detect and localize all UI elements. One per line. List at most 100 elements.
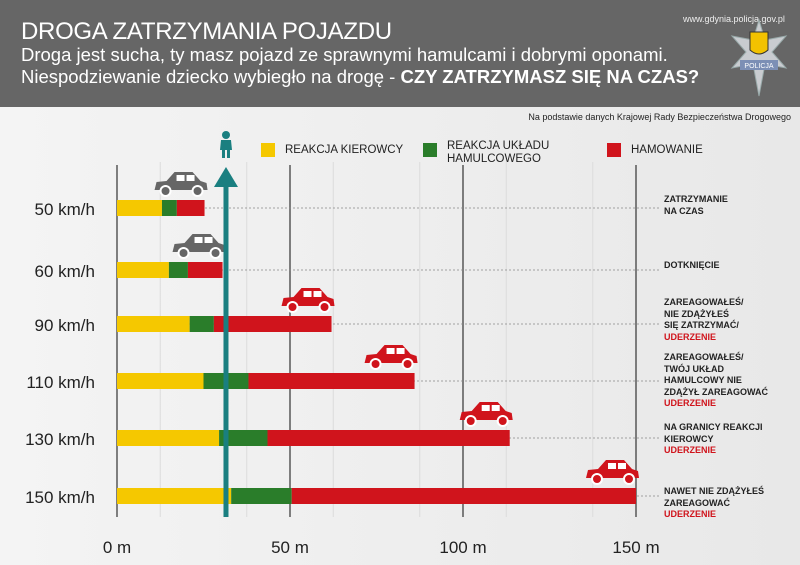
speed-label: 50 km/h bbox=[35, 200, 95, 219]
legend-brake-system: REAKCJA UKŁADU HAMULCOWEGO bbox=[423, 140, 557, 166]
outcome-line: ZAREAGOWAŁEŚ/ bbox=[664, 297, 744, 307]
outcome-line: NA CZAS bbox=[664, 205, 704, 216]
subtitle-line-1: Droga jest sucha, ty masz pojazd ze spra… bbox=[21, 44, 668, 65]
car-icon bbox=[172, 234, 226, 259]
source-note: Na podstawie danych Krajowej Rady Bezpie… bbox=[528, 112, 791, 122]
subtitle-question: CZY ZATRZYMASZ SIĘ NA CZAS? bbox=[400, 66, 700, 87]
legend-label: REAKCJA UKŁADU HAMULCOWEGO bbox=[447, 140, 550, 165]
outcome-line: NAWET NIE ZDĄŻYŁEŚ bbox=[664, 486, 765, 496]
outcome-label: ZATRZYMANIE NA CZAS bbox=[664, 194, 728, 217]
outcome-line: SIĘ ZATRZYMAĆ/ bbox=[664, 320, 739, 330]
website-url: www.gdynia.policja.gov.pl bbox=[683, 14, 785, 24]
impact-label: UDERZENIE bbox=[664, 509, 717, 519]
outcome-line: ZDĄŻYŁ ZAREAGOWAĆ bbox=[664, 386, 768, 397]
bar-segment-reaction bbox=[117, 430, 220, 446]
bar-segment-braking bbox=[187, 262, 223, 278]
car-wheel bbox=[286, 301, 299, 313]
speed-label: 110 km/h bbox=[26, 373, 95, 392]
outcome-label: NA GRANICY REAKCJI KIEROWCY UDERZENIE bbox=[664, 422, 763, 457]
bar-segment-reaction bbox=[117, 488, 232, 504]
car-wheel bbox=[623, 473, 635, 485]
x-tick-label: 0 m bbox=[103, 538, 131, 557]
outcome-line: ZAREAGOWAĆ bbox=[664, 497, 730, 508]
speed-label: 60 km/h bbox=[35, 262, 95, 281]
child-body bbox=[219, 140, 232, 158]
x-tick-label: 150 m bbox=[612, 538, 659, 557]
bar-segment-brake-system bbox=[161, 200, 177, 216]
outcome-line: KIEROWCY bbox=[664, 433, 714, 444]
legend-swatch-yellow bbox=[261, 143, 275, 157]
chart-area: 0 m 50 m 100 m 150 m 50 km/h 60 km/h 90 km/h 11… bbox=[0, 107, 800, 565]
child-head bbox=[221, 131, 230, 139]
outcome-line: ZAREAGOWAŁEŚ/ bbox=[664, 352, 744, 362]
subtitle-line-2: Niespodziewanie dziecko wybiegło na drog… bbox=[21, 66, 699, 88]
car-wheel bbox=[401, 358, 414, 370]
car-icon bbox=[154, 172, 208, 197]
car-wheel bbox=[464, 415, 477, 427]
arrow-head-icon bbox=[213, 167, 238, 187]
car-window bbox=[386, 348, 395, 354]
outcome-label: ZAREAGOWAŁEŚ/TWÓJ UKŁAD HAMULCOWY NIE ZDĄŻ… bbox=[664, 352, 768, 410]
bar-segment-braking bbox=[267, 430, 510, 446]
outcome-line: DOTKNIĘCIE bbox=[664, 260, 720, 270]
car-icon bbox=[364, 345, 418, 370]
speed-label: 150 km/h bbox=[25, 488, 95, 507]
car-icon bbox=[281, 288, 335, 313]
impact-label: UDERZENIE bbox=[664, 331, 717, 342]
legend-swatch-red bbox=[607, 143, 621, 157]
car-wheel bbox=[318, 301, 331, 313]
impact-label: UDERZENIE bbox=[664, 398, 717, 408]
car-wheel bbox=[591, 473, 603, 485]
car-wheel bbox=[496, 415, 509, 427]
bar-segment-braking bbox=[248, 373, 415, 389]
bar-segment-braking bbox=[291, 488, 636, 504]
car-window bbox=[186, 175, 195, 181]
car-wheel bbox=[177, 247, 190, 259]
car-window bbox=[618, 463, 626, 469]
stopping-distance-chart: 0 m 50 m 100 m 150 m 50 km/h 60 km/h 90 km/h 11… bbox=[25, 131, 660, 557]
outcome-label: DOTKNIĘCIE bbox=[664, 260, 720, 272]
outcome-line: NA GRANICY REAKCJI bbox=[664, 422, 763, 432]
car-wheel bbox=[159, 185, 172, 197]
x-tick-label: 50 m bbox=[271, 538, 309, 557]
bar-segment-brake-system bbox=[231, 488, 292, 504]
bar-segment-brake-system bbox=[219, 430, 268, 446]
child-icon bbox=[219, 131, 232, 158]
police-star-badge-icon: POLICJA bbox=[730, 18, 788, 97]
car-window bbox=[194, 237, 203, 243]
car-wheel bbox=[369, 358, 382, 370]
car-icon bbox=[586, 460, 639, 485]
car-wheel bbox=[191, 185, 204, 197]
impact-label: UDERZENIE bbox=[664, 445, 717, 455]
bar-segment-brake-system bbox=[168, 262, 188, 278]
bar-segment-reaction bbox=[117, 200, 162, 216]
speed-label: 130 km/h bbox=[25, 430, 95, 449]
car-window bbox=[303, 291, 312, 297]
outcome-line: ZATRZYMANIE bbox=[664, 194, 728, 204]
outcome-line: HAMULCOWY NIE bbox=[664, 375, 742, 385]
bar-segment-braking bbox=[213, 316, 332, 332]
car-window bbox=[608, 463, 616, 469]
car-window bbox=[204, 237, 213, 243]
outcome-label: ZAREAGOWAŁEŚ/NIE ZDĄŻYŁEŚ SIĘ ZATRZYMAĆ/U… bbox=[664, 297, 744, 343]
car-window bbox=[481, 405, 490, 411]
outcome-line: TWÓJ UKŁAD bbox=[664, 363, 724, 374]
legend-label: HAMOWANIE bbox=[631, 144, 703, 157]
page-title: DROGA ZATRZYMANIA POJAZDU bbox=[21, 18, 392, 45]
header: DROGA ZATRZYMANIA POJAZDU Droga jest suc… bbox=[0, 0, 800, 107]
outcome-label: NAWET NIE ZDĄŻYŁEŚ ZAREAGOWAĆ UDERZENIE bbox=[664, 486, 764, 521]
car-wheel bbox=[209, 247, 222, 259]
car-window bbox=[396, 348, 405, 354]
bar-segment-reaction bbox=[117, 316, 190, 332]
subtitle-text: Niespodziewanie dziecko wybiegło na drog… bbox=[21, 66, 401, 87]
legend-reaction: REAKCJA KIEROWCY bbox=[261, 143, 403, 157]
bar-segment-reaction bbox=[117, 373, 204, 389]
car-window bbox=[176, 175, 185, 181]
legend-braking: HAMOWANIE bbox=[607, 143, 703, 157]
car-icon bbox=[459, 402, 513, 427]
bar-segment-braking bbox=[176, 200, 205, 216]
legend-swatch-green bbox=[423, 143, 437, 157]
bar-segment-reaction bbox=[117, 262, 169, 278]
car-window bbox=[491, 405, 500, 411]
bar-segment-brake-system bbox=[189, 316, 214, 332]
